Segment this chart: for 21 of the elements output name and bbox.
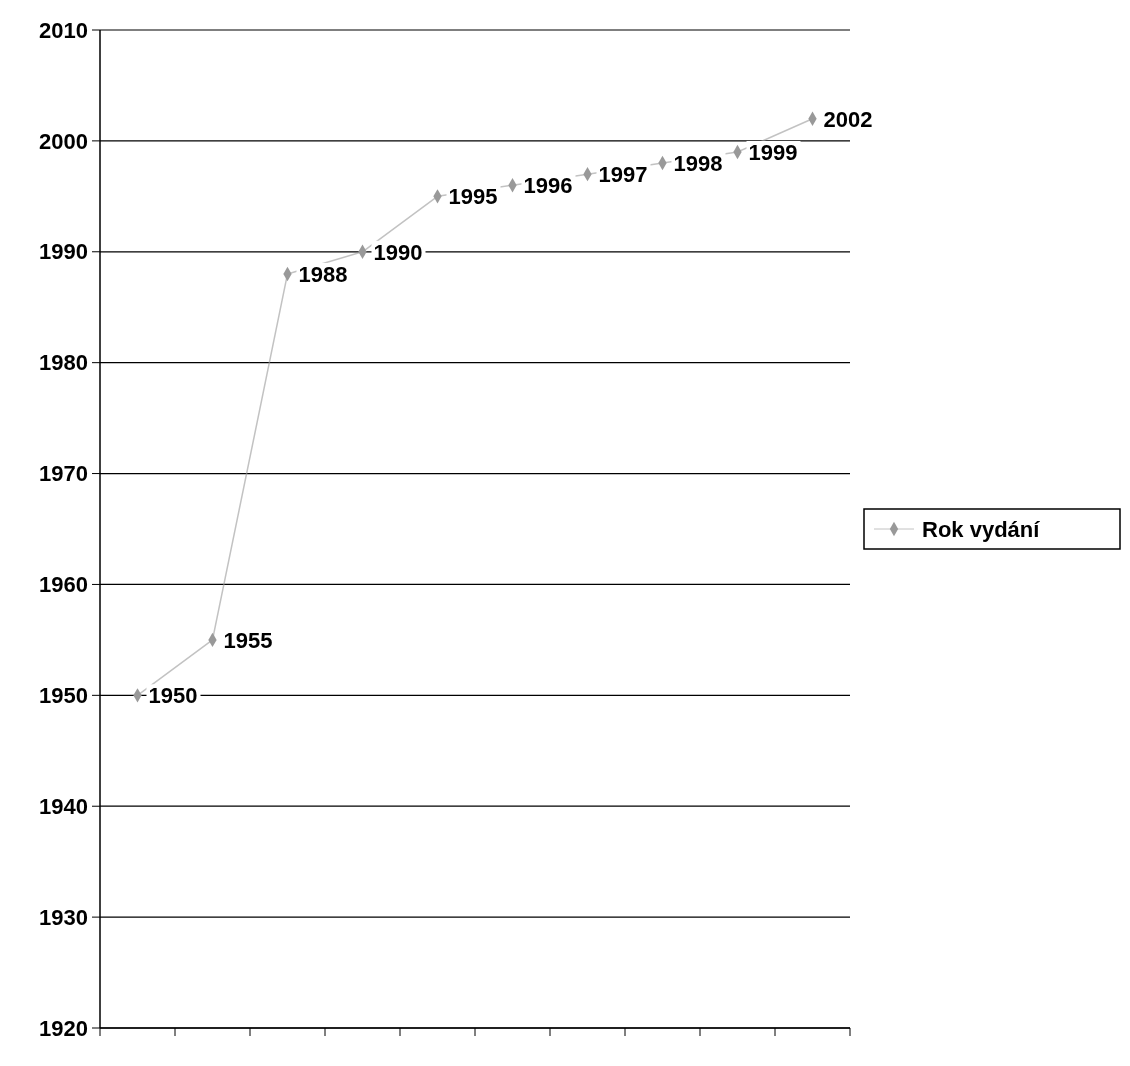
y-tick-label: 1930 (39, 904, 88, 930)
data-label: 1990 (373, 239, 423, 265)
y-tick-label: 1920 (39, 1015, 88, 1041)
data-label: 1950 (148, 683, 198, 709)
data-label: 1999 (748, 139, 798, 165)
y-tick-label: 1960 (39, 572, 88, 598)
y-tick-label: 1980 (39, 350, 88, 376)
y-tick-label: 1970 (39, 461, 88, 487)
data-label: 1996 (523, 173, 573, 199)
y-tick-label: 1990 (39, 239, 88, 265)
data-label: 1998 (673, 151, 723, 177)
y-tick-label: 1940 (39, 793, 88, 819)
legend-label: Rok vydání (922, 516, 1041, 542)
data-label: 1995 (448, 184, 498, 210)
y-tick-label: 1950 (39, 683, 88, 709)
y-tick-label: 2000 (39, 128, 88, 154)
y-tick-label: 2010 (39, 17, 88, 43)
data-label: 1988 (298, 261, 348, 287)
data-label: 2002 (823, 106, 873, 132)
data-label: 1955 (223, 627, 273, 653)
data-label: 1997 (598, 162, 648, 188)
